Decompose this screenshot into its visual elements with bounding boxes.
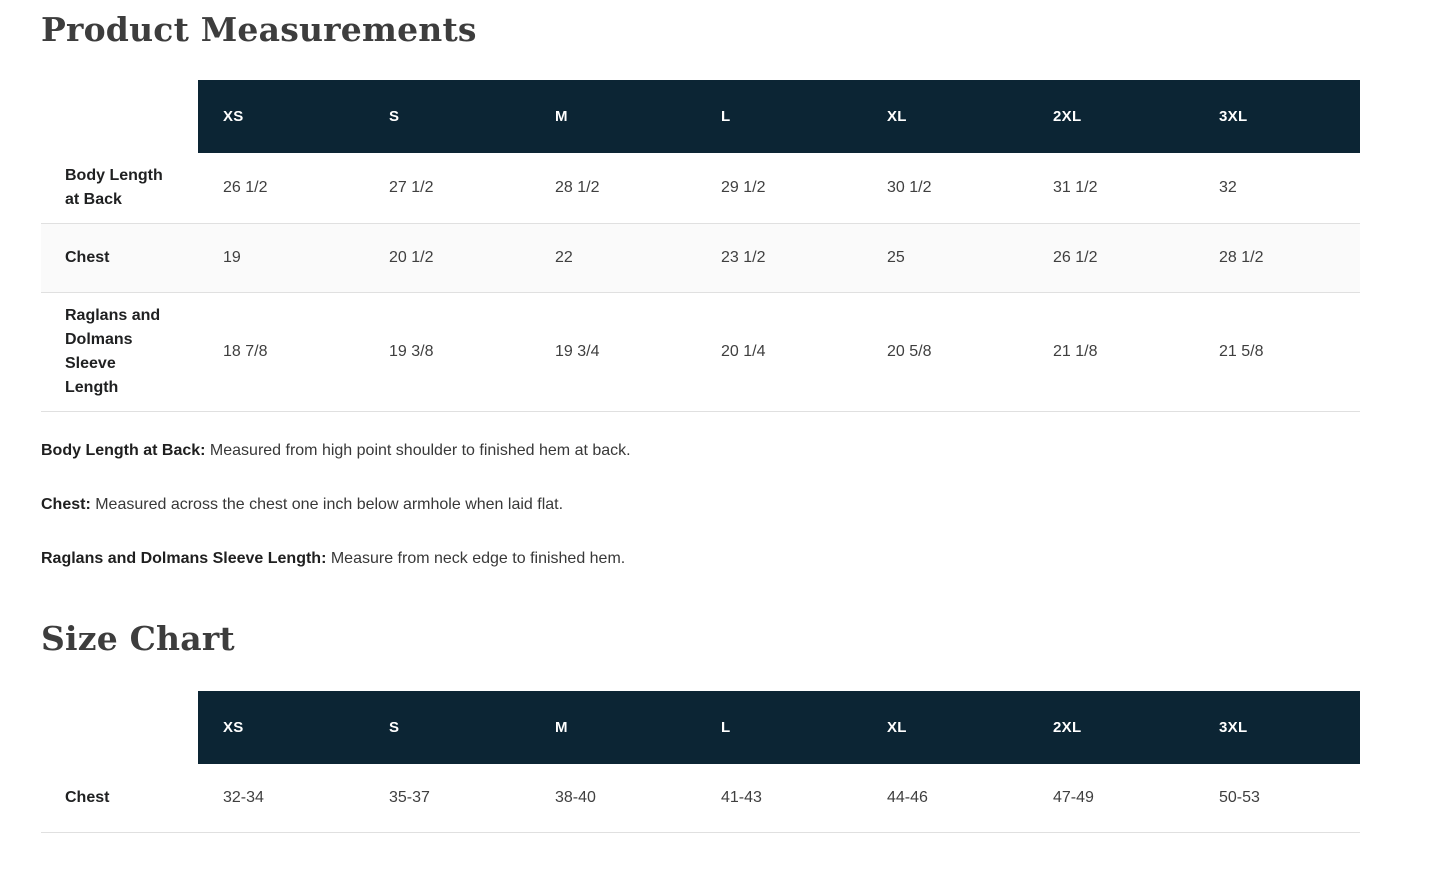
size-chart-table: XS S M L XL 2XL 3XL Chest 32-34 35-37 38… [41,691,1360,833]
measurement-value: 26 1/2 [223,179,268,196]
measurement-value: 22 [555,249,573,266]
column-header-xs: XS [198,80,364,153]
measurement-value: 29 1/2 [721,179,766,196]
column-header-3xl: 3XL [1194,691,1360,764]
measurement-value: 25 [887,249,905,266]
size-range-value: 44-46 [887,789,928,806]
size-range-value: 50-53 [1219,789,1260,806]
column-header-l: L [696,80,862,153]
measurement-value: 28 1/2 [555,179,600,196]
empty-corner-cell [41,80,198,153]
product-measurements-table-header: XS S M L XL 2XL 3XL [41,80,1360,153]
note-chest: Chest: Measured across the chest one inc… [41,493,1360,517]
measurement-value: 26 1/2 [1053,249,1098,266]
header-row: XS S M L XL 2XL 3XL [41,691,1360,764]
table-row-chest: Chest 19 20 1/2 22 23 1/2 25 26 1/2 28 1… [41,223,1360,293]
measurement-value: 21 1/8 [1053,343,1098,360]
measurement-value: 28 1/2 [1219,249,1264,266]
table-row-raglans-sleeve: Raglans and Dolmans Sleeve Length 18 7/8… [41,293,1360,412]
note-body-length: Body Length at Back: Measured from high … [41,439,1360,463]
measurement-value: 20 5/8 [887,343,932,360]
note-definition: Measure from neck edge to finished hem. [326,550,626,567]
table-row-chest-range: Chest 32-34 35-37 38-40 41-43 44-46 47-4… [41,764,1360,833]
measurement-value: 19 3/4 [555,343,600,360]
row-label-body-length: Body Length at Back [65,167,163,208]
measurement-value: 18 7/8 [223,343,268,360]
empty-corner-cell [41,691,198,764]
measurement-value: 19 3/8 [389,343,434,360]
product-measurements-table: XS S M L XL 2XL 3XL Body Length at Back … [41,80,1360,412]
measurement-value: 32 [1219,179,1237,196]
measurement-notes: Body Length at Back: Measured from high … [41,439,1360,571]
row-label-raglans-sleeve: Raglans and Dolmans Sleeve Length [65,307,161,396]
size-range-value: 32-34 [223,789,264,806]
measurement-value: 20 1/2 [389,249,434,266]
column-header-xs: XS [198,691,364,764]
note-raglans-sleeve: Raglans and Dolmans Sleeve Length: Measu… [41,547,1360,571]
measurement-value: 19 [223,249,241,266]
size-range-value: 47-49 [1053,789,1094,806]
measurement-value: 27 1/2 [389,179,434,196]
header-row: XS S M L XL 2XL 3XL [41,80,1360,153]
column-header-s: S [364,80,530,153]
note-term: Chest: [41,496,91,513]
note-term: Body Length at Back: [41,442,206,459]
column-header-2xl: 2XL [1028,80,1194,153]
note-term: Raglans and Dolmans Sleeve Length: [41,550,327,567]
column-header-m: M [530,691,696,764]
note-definition: Measured from high point shoulder to fin… [205,442,631,459]
row-label-chest: Chest [65,249,110,266]
column-header-s: S [364,691,530,764]
measurement-value: 23 1/2 [721,249,766,266]
column-header-m: M [530,80,696,153]
table-row-body-length: Body Length at Back 26 1/2 27 1/2 28 1/2… [41,153,1360,224]
column-header-xl: XL [862,80,1028,153]
column-header-xl: XL [862,691,1028,764]
size-range-value: 38-40 [555,789,596,806]
measurement-value: 30 1/2 [887,179,932,196]
size-chart-table-header: XS S M L XL 2XL 3XL [41,691,1360,764]
product-measurements-title: Product Measurements [41,10,477,49]
size-range-value: 41-43 [721,789,762,806]
measurement-value: 20 1/4 [721,343,766,360]
size-range-value: 35-37 [389,789,430,806]
column-header-3xl: 3XL [1194,80,1360,153]
column-header-2xl: 2XL [1028,691,1194,764]
column-header-l: L [696,691,862,764]
measurement-value: 31 1/2 [1053,179,1098,196]
size-chart-title: Size Chart [41,619,235,658]
note-definition: Measured across the chest one inch below… [90,496,564,513]
page-content: Product Measurements XS S M L XL 2XL 3XL… [41,10,1360,833]
row-label-chest: Chest [65,789,110,806]
measurement-value: 21 5/8 [1219,343,1264,360]
